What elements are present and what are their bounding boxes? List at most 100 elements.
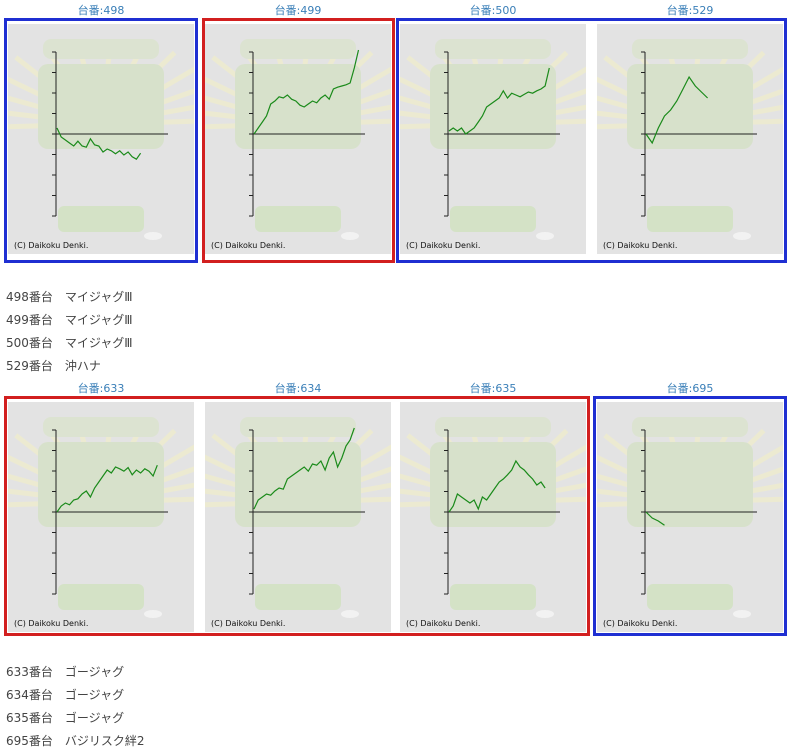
graph-634[interactable]: (C) Daikoku Denki. xyxy=(205,402,391,632)
coin xyxy=(536,232,554,240)
machine-body xyxy=(38,64,164,149)
graph-498[interactable]: (C) Daikoku Denki. xyxy=(8,24,194,254)
list-item: 633番台 ゴージャグ xyxy=(6,665,125,679)
background-art xyxy=(8,39,194,240)
background-art xyxy=(400,417,586,618)
caption-529: 台番:529 xyxy=(666,4,714,17)
machine-body xyxy=(38,442,164,527)
graph-svg xyxy=(8,417,194,618)
ray xyxy=(153,482,194,495)
coin xyxy=(341,232,359,240)
machine-top xyxy=(240,417,356,437)
tray xyxy=(647,584,733,610)
frame-red-633-635 xyxy=(4,396,590,636)
ray xyxy=(400,123,439,130)
graph-635[interactable]: (C) Daikoku Denki. xyxy=(400,402,586,632)
machine-body xyxy=(235,442,361,527)
ray xyxy=(597,501,636,508)
copyright-text: (C) Daikoku Denki. xyxy=(406,241,481,250)
machine-body xyxy=(235,64,361,149)
graph-529[interactable]: (C) Daikoku Denki. xyxy=(597,24,783,254)
copyright-text: (C) Daikoku Denki. xyxy=(211,619,286,628)
graph-svg xyxy=(205,417,391,618)
copyright-text: (C) Daikoku Denki. xyxy=(211,241,286,250)
list-item: 634番台 ゴージャグ xyxy=(6,688,125,702)
frame-blue-500-529 xyxy=(396,18,787,263)
copyright-text: (C) Daikoku Denki. xyxy=(14,619,89,628)
series-line xyxy=(56,464,158,513)
caption-500: 台番:500 xyxy=(469,4,517,17)
series-line xyxy=(448,459,546,513)
ray xyxy=(205,110,245,121)
tray xyxy=(450,206,536,232)
ray xyxy=(352,118,391,125)
graph-633[interactable]: (C) Daikoku Denki. xyxy=(8,402,194,632)
copyright-text: (C) Daikoku Denki. xyxy=(603,619,678,628)
graph-svg xyxy=(8,39,194,240)
background-art xyxy=(597,417,783,618)
copyright-text: (C) Daikoku Denki. xyxy=(14,241,89,250)
coin xyxy=(733,232,751,240)
list-item: 500番台 マイジャグⅢ xyxy=(6,336,133,350)
caption-499: 台番:499 xyxy=(274,4,322,17)
list-item: 498番台 マイジャグⅢ xyxy=(6,290,133,304)
ray xyxy=(744,118,783,125)
graph-499[interactable]: (C) Daikoku Denki. xyxy=(205,24,391,254)
ray xyxy=(744,496,783,503)
caption-695: 台番:695 xyxy=(666,382,714,395)
graph-500[interactable]: (C) Daikoku Denki. xyxy=(400,24,586,254)
machine-top xyxy=(240,39,356,59)
ray xyxy=(205,488,245,499)
ray xyxy=(547,496,586,503)
coin xyxy=(341,610,359,618)
ray xyxy=(350,104,391,117)
caption-633: 台番:633 xyxy=(77,382,125,395)
background-art xyxy=(205,39,391,240)
machine-list-2: 633番台 ゴージャグ 634番台 ゴージャグ 635番台 ゴージャグ 695番… xyxy=(6,661,145,753)
ray xyxy=(545,104,586,117)
chart-row-2: 台番:633 台番:634 台番:635 台番:695 (C) Daikoku … xyxy=(0,382,792,636)
caption-634: 台番:634 xyxy=(274,382,322,395)
ray xyxy=(350,482,391,495)
ray xyxy=(545,482,586,495)
series-line xyxy=(448,67,550,135)
graph-695[interactable]: (C) Daikoku Denki. xyxy=(597,402,783,632)
ray xyxy=(352,496,391,503)
ray xyxy=(8,110,48,121)
copyright-text: (C) Daikoku Denki. xyxy=(406,619,481,628)
machine-top xyxy=(43,417,159,437)
ray xyxy=(153,104,194,117)
tray xyxy=(58,206,144,232)
tray xyxy=(58,584,144,610)
series-line xyxy=(253,49,360,135)
ray xyxy=(400,110,440,121)
graph-svg xyxy=(205,39,391,240)
caption-635: 台番:635 xyxy=(469,382,517,395)
ray xyxy=(8,488,48,499)
ray xyxy=(547,118,586,125)
coin xyxy=(144,232,162,240)
frame-blue-695 xyxy=(593,396,787,636)
series-line xyxy=(645,511,665,526)
graph-svg xyxy=(400,417,586,618)
ray xyxy=(597,123,636,130)
ray xyxy=(400,501,439,508)
list-item: 635番台 ゴージャグ xyxy=(6,711,125,725)
ray xyxy=(742,482,783,495)
ray xyxy=(205,501,244,508)
machine-list-1: 498番台 マイジャグⅢ 499番台 マイジャグⅢ 500番台 マイジャグⅢ 5… xyxy=(6,286,133,378)
copyright-text: (C) Daikoku Denki. xyxy=(603,241,678,250)
machine-top xyxy=(43,39,159,59)
ray xyxy=(205,123,244,130)
machine-top xyxy=(632,417,748,437)
caption-498: 台番:498 xyxy=(77,4,125,17)
list-item: 695番台 バジリスク絆2 xyxy=(6,734,145,748)
ray xyxy=(8,501,47,508)
coin xyxy=(144,610,162,618)
series-line xyxy=(56,127,142,160)
graph-svg xyxy=(597,39,783,240)
list-item: 499番台 マイジャグⅢ xyxy=(6,313,133,327)
ray xyxy=(8,123,47,130)
ray xyxy=(597,488,637,499)
tray xyxy=(450,584,536,610)
